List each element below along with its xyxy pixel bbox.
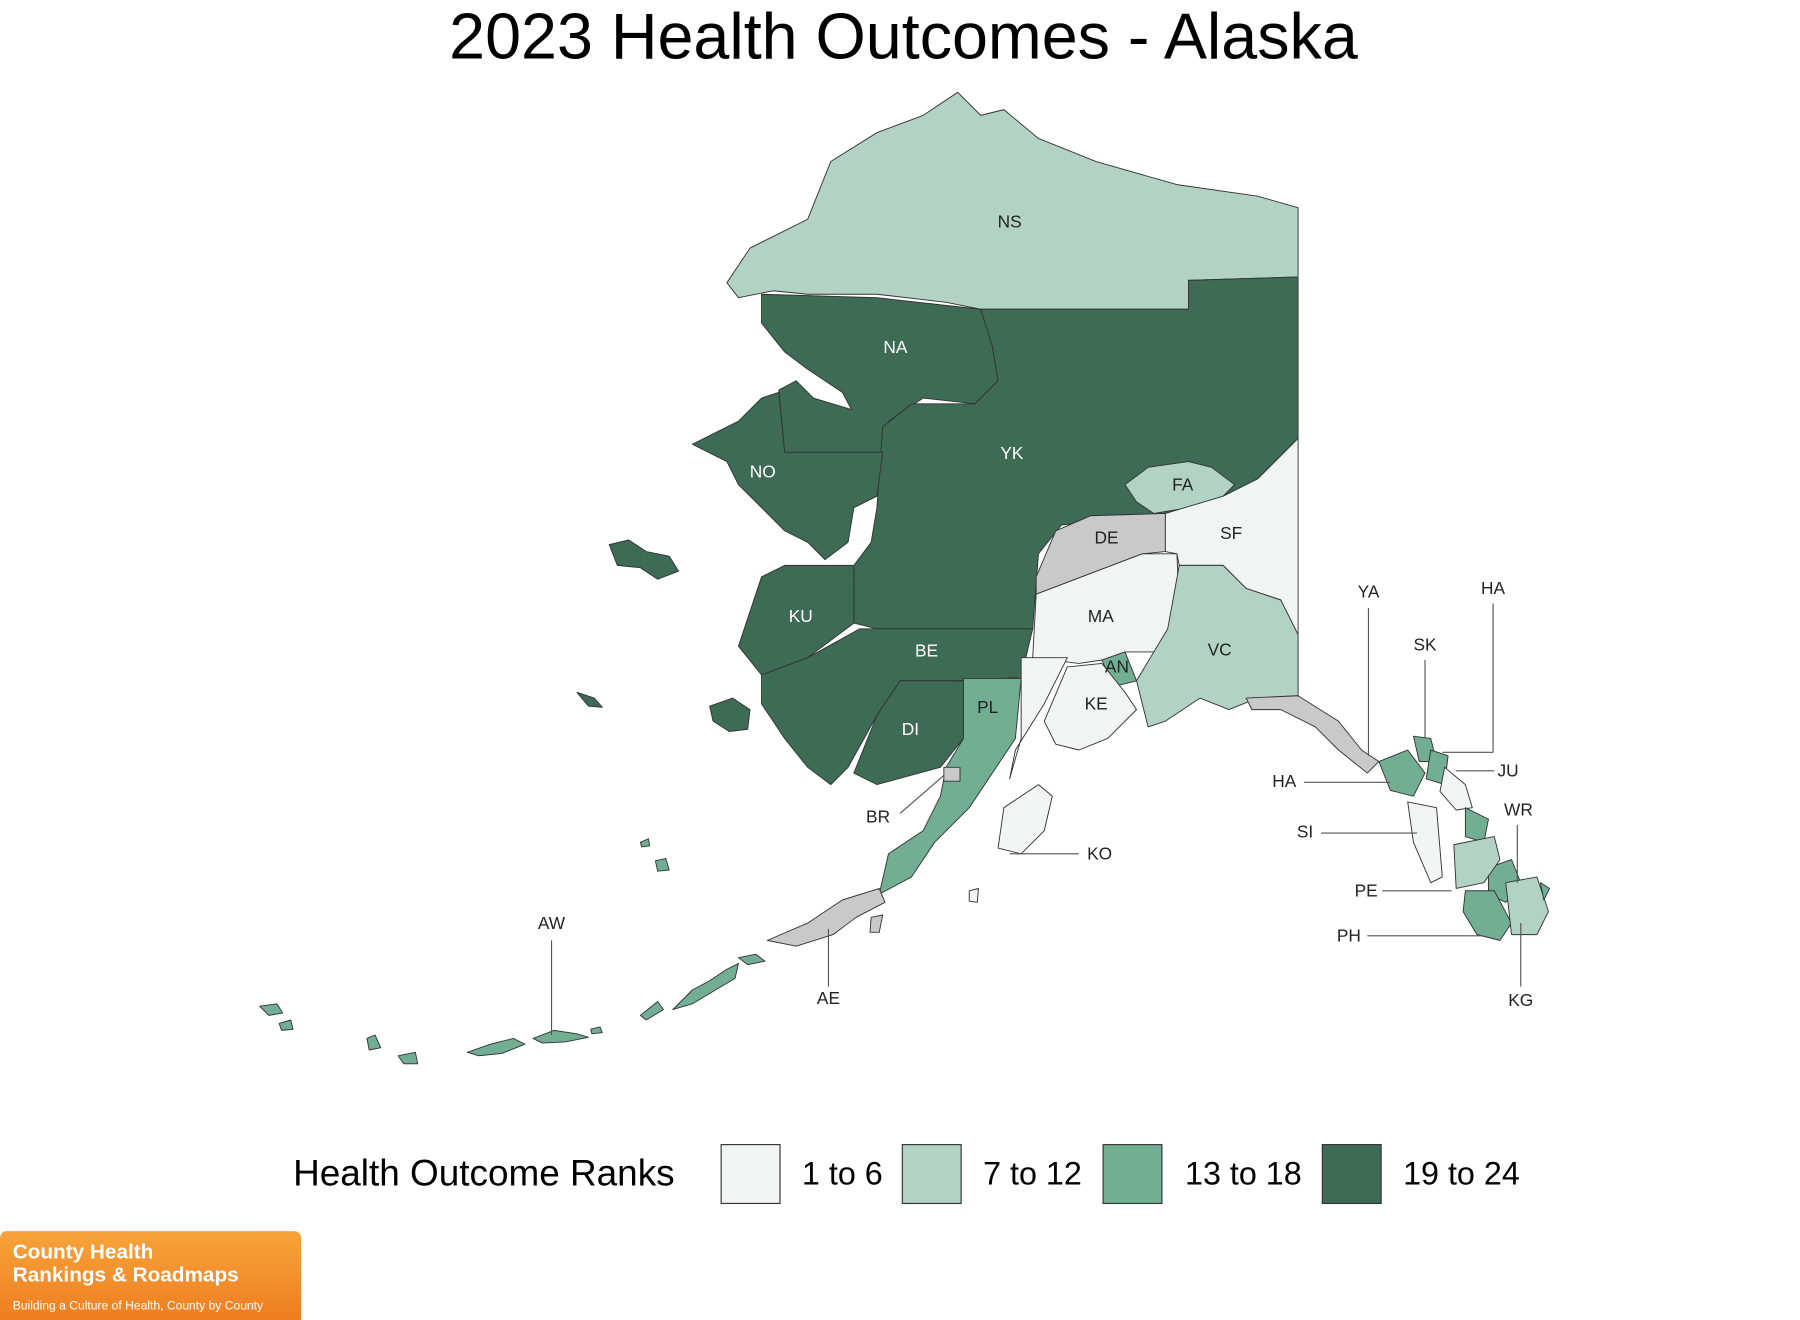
region-island xyxy=(576,691,603,708)
region-label: SK xyxy=(1413,635,1437,655)
legend-label: 7 to 12 xyxy=(983,1155,1082,1191)
region-label: AW xyxy=(538,913,566,933)
region-label: YA xyxy=(1358,582,1380,602)
region xyxy=(943,766,961,782)
region xyxy=(1043,663,1137,751)
leader-line xyxy=(899,774,945,814)
region-label: KO xyxy=(1087,844,1112,864)
region xyxy=(1009,657,1068,780)
region xyxy=(1407,801,1443,884)
logo-tagline: Building a Culture of Health, County by … xyxy=(13,1298,264,1312)
region-label: WR xyxy=(1504,800,1533,820)
region-label: PE xyxy=(1355,880,1378,900)
legend-label: 19 to 24 xyxy=(1403,1155,1520,1191)
region-island xyxy=(968,887,979,903)
region-island xyxy=(366,1034,382,1051)
region xyxy=(691,391,884,561)
region-island xyxy=(1539,882,1551,901)
logo-text: County Health xyxy=(13,1241,154,1264)
region xyxy=(1439,766,1473,811)
region-island xyxy=(709,697,751,732)
legend-label: 13 to 18 xyxy=(1185,1155,1302,1191)
region-island xyxy=(737,953,766,966)
logo-text: Rankings & Roadmaps xyxy=(13,1264,239,1287)
region-label: AE xyxy=(817,988,840,1008)
region xyxy=(1245,695,1380,774)
region xyxy=(1453,836,1501,889)
legend-swatch xyxy=(1321,1144,1382,1205)
region-island xyxy=(590,1026,603,1035)
legend-label: 1 to 6 xyxy=(802,1155,883,1191)
legend-swatch xyxy=(1102,1144,1163,1205)
logo: County Health Rankings & Roadmaps Buildi… xyxy=(0,1231,302,1320)
region-label: KU xyxy=(789,606,813,626)
region-island xyxy=(639,1001,664,1021)
region-island xyxy=(654,857,670,872)
region-label: JU xyxy=(1498,760,1519,780)
region xyxy=(737,564,855,676)
region-label: MA xyxy=(1088,606,1114,626)
region-label: BR xyxy=(866,807,890,827)
region-label: DI xyxy=(902,719,919,739)
region-label: PL xyxy=(977,697,999,717)
region-label: VC xyxy=(1208,639,1232,659)
logo-badge xyxy=(0,1231,302,1320)
region-label: HA xyxy=(1272,771,1296,791)
region-island xyxy=(869,914,884,933)
region xyxy=(726,91,1299,310)
region xyxy=(672,962,739,1011)
region-island xyxy=(639,838,651,848)
region-label: BE xyxy=(915,640,938,660)
legend-swatch xyxy=(720,1144,781,1205)
legend-title: Health Outcome Ranks xyxy=(293,1153,675,1194)
leader-lines xyxy=(550,603,1522,1035)
region xyxy=(766,887,886,947)
region-label: KG xyxy=(1508,990,1533,1010)
region xyxy=(1378,749,1426,797)
region-label: DE xyxy=(1095,527,1119,547)
region-labels: NS NA YK NO KU BE DI FA DE SF MA VC AN K… xyxy=(538,211,1533,1010)
region-label: SI xyxy=(1297,822,1313,842)
region xyxy=(1505,876,1549,936)
region-island xyxy=(608,539,679,580)
region-label: HA xyxy=(1481,578,1505,598)
region-island xyxy=(466,1037,526,1057)
regions xyxy=(259,91,1551,1065)
region xyxy=(997,784,1053,855)
region-island xyxy=(278,1019,294,1031)
legend: Health Outcome Ranks 1 to 6 7 to 12 13 t… xyxy=(293,1144,1520,1205)
region-island xyxy=(259,1003,284,1016)
region-label: NS xyxy=(998,211,1022,231)
region-label: NO xyxy=(750,462,776,482)
region-label: SF xyxy=(1220,523,1242,543)
region-island xyxy=(532,1029,589,1044)
region xyxy=(1462,890,1512,941)
legend-swatch xyxy=(901,1144,962,1205)
region-label: AN xyxy=(1105,657,1129,677)
region-label: FA xyxy=(1172,474,1194,494)
region-label: NA xyxy=(883,337,907,357)
region-island xyxy=(397,1051,419,1065)
region xyxy=(1464,807,1489,843)
title: 2023 Health Outcomes - Alaska xyxy=(449,1,1358,73)
region-label: KE xyxy=(1085,694,1108,714)
region-label: PH xyxy=(1337,925,1361,945)
region-label: YK xyxy=(1000,443,1024,463)
